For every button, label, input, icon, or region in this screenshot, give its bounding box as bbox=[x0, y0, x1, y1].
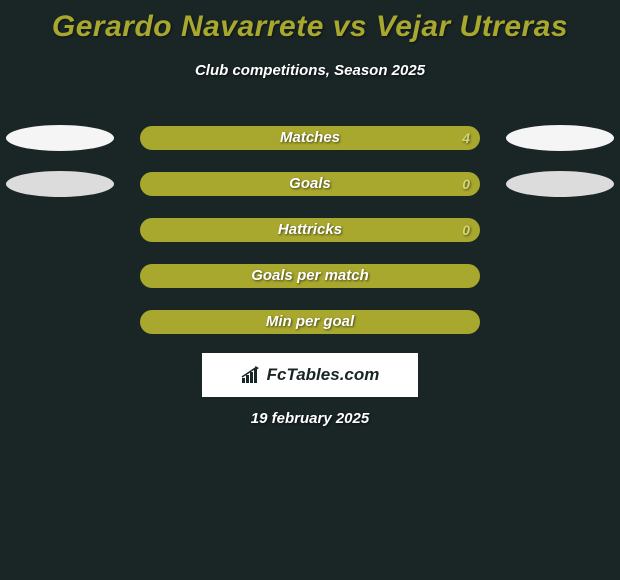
stat-value-right: 0 bbox=[462, 172, 470, 196]
player-ellipse-right bbox=[506, 125, 614, 151]
logo-text: FcTables.com bbox=[267, 365, 380, 385]
stat-label: Goals per match bbox=[140, 264, 480, 288]
stat-bar: Matches4 bbox=[140, 126, 480, 150]
player-ellipse-left bbox=[6, 171, 114, 197]
player-ellipse-right bbox=[506, 171, 614, 197]
stat-row: Min per goal bbox=[0, 310, 620, 334]
logo-box: FcTables.com bbox=[202, 353, 418, 397]
stat-label: Matches bbox=[140, 126, 480, 150]
stat-bar: Goals0 bbox=[140, 172, 480, 196]
stat-bar: Goals per match bbox=[140, 264, 480, 288]
stat-label: Hattricks bbox=[140, 218, 480, 242]
page-title: Gerardo Navarrete vs Vejar Utreras bbox=[0, 0, 620, 44]
stat-label: Goals bbox=[140, 172, 480, 196]
stat-row: Matches4 bbox=[0, 126, 620, 150]
stat-row: Hattricks0 bbox=[0, 218, 620, 242]
stat-bar: Hattricks0 bbox=[140, 218, 480, 242]
stat-bar: Min per goal bbox=[140, 310, 480, 334]
stat-value-right: 4 bbox=[462, 126, 470, 150]
stat-row: Goals0 bbox=[0, 172, 620, 196]
player-ellipse-left bbox=[6, 125, 114, 151]
subtitle: Club competitions, Season 2025 bbox=[0, 62, 620, 79]
chart-icon bbox=[241, 366, 263, 384]
stat-row: Goals per match bbox=[0, 264, 620, 288]
date-label: 19 february 2025 bbox=[0, 410, 620, 427]
stat-label: Min per goal bbox=[140, 310, 480, 334]
stat-rows: Matches4Goals0Hattricks0Goals per matchM… bbox=[0, 126, 620, 356]
stat-value-right: 0 bbox=[462, 218, 470, 242]
